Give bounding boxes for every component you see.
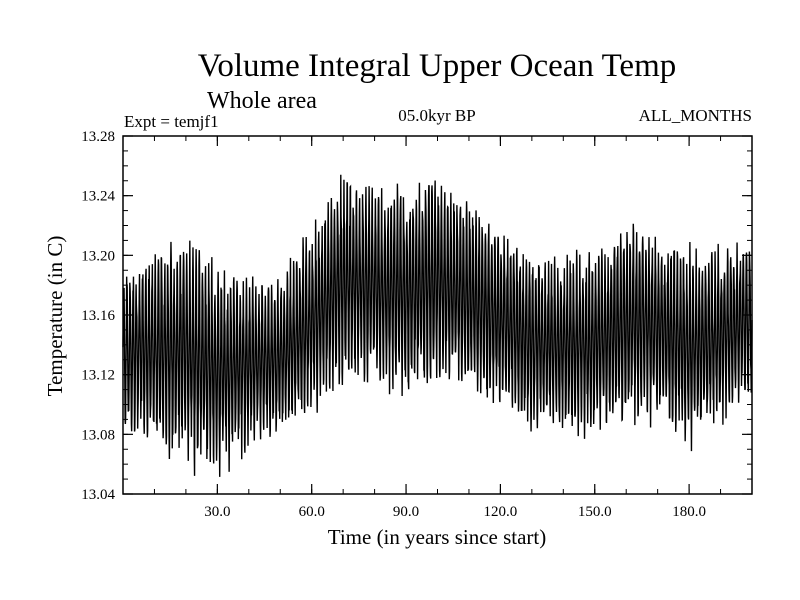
y-tick-label: 13.12 [81,368,115,384]
x-tick-label: 90.0 [393,504,419,520]
experiment-label: Expt = temjf1 [124,112,219,131]
y-tick-label: 13.24 [81,189,115,205]
y-tick-label: 13.08 [81,427,115,443]
period-label: 05.0kyr BP [398,106,475,125]
x-axis-label: Time (in years since start) [328,525,547,549]
x-tick-label: 180.0 [672,504,706,520]
y-tick-label: 13.20 [81,248,115,264]
chart-title: Volume Integral Upper Ocean Temp [198,48,676,84]
y-axis-label: Temperature (in C) [43,236,67,397]
x-tick-label: 120.0 [484,504,518,520]
x-tick-label: 150.0 [578,504,612,520]
plot-area: 13.04 13.08 13.12 13.16 13.20 13.24 13.28 30.0 6… [81,129,753,520]
y-tick-label: 13.04 [81,487,115,503]
chart-subtitle: Whole area [207,88,317,114]
months-label: ALL_MONTHS [639,106,752,125]
y-tick-label: 13.28 [81,129,115,145]
y-tick-label: 13.16 [81,308,115,324]
x-tick-label: 30.0 [204,504,230,520]
series-line [122,174,753,477]
x-tick-label: 60.0 [299,504,325,520]
